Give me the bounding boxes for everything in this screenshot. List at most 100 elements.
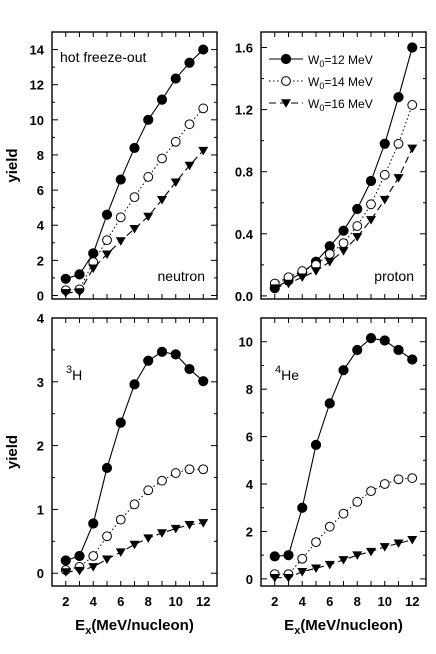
filled-circle-marker	[269, 551, 280, 562]
open-circle-marker	[198, 464, 209, 475]
panel-annotation: proton	[374, 268, 414, 284]
filled-triangle-marker	[393, 174, 404, 183]
filled-triangle-marker	[184, 520, 195, 530]
open-circle-marker	[324, 249, 335, 259]
y-tick-label: 2	[246, 524, 253, 539]
filled-circle-marker	[129, 379, 140, 390]
open-circle-marker	[143, 172, 154, 182]
filled-circle-marker	[407, 354, 418, 365]
filled-triangle-marker	[157, 196, 167, 205]
filled-circle-marker	[60, 555, 71, 566]
filled-circle-marker	[143, 355, 154, 366]
y-tick-label: 0.8	[235, 165, 253, 180]
filled-triangle-marker	[379, 195, 390, 205]
y-tick-label: 1.6	[235, 41, 253, 56]
filled-circle-marker	[379, 138, 390, 149]
filled-circle-marker	[393, 92, 404, 103]
open-circle-marker	[324, 521, 335, 532]
filled-circle-marker	[101, 462, 113, 474]
open-circle-marker	[366, 486, 376, 497]
x-tick-label: 2	[271, 594, 278, 609]
filled-triangle-marker	[393, 539, 404, 549]
filled-triangle-marker	[198, 146, 209, 156]
filled-triangle-marker	[352, 233, 363, 242]
y-tick-label: 1	[37, 502, 44, 517]
filled-circle-marker	[88, 518, 99, 529]
open-circle-marker	[157, 153, 167, 164]
open-circle-marker	[198, 103, 209, 114]
open-circle-marker	[379, 169, 390, 180]
x-tick-label: 4	[90, 594, 98, 609]
open-circle-marker	[352, 221, 363, 231]
series-2	[269, 473, 418, 580]
filled-circle-marker	[297, 502, 308, 513]
y-tick-label: 10	[30, 113, 44, 128]
filled-circle-marker	[198, 376, 209, 387]
series-3	[60, 519, 209, 577]
filled-circle-marker	[156, 94, 168, 105]
legend: W0=12 MeV W0=14 MeV W0=16 MeV	[269, 53, 373, 113]
filled-circle-marker	[324, 398, 335, 409]
open-circle-marker	[143, 485, 154, 496]
open-circle-marker	[129, 192, 140, 203]
panel-annotation: neutron	[158, 268, 205, 284]
filled-triangle-marker	[297, 273, 308, 283]
filled-circle-marker	[365, 333, 377, 344]
series-3	[60, 146, 209, 298]
y-tick-label: 2	[37, 439, 44, 454]
y-tick-label: 0.4	[235, 227, 254, 242]
filled-circle-marker	[379, 335, 390, 346]
filled-circle-marker	[170, 73, 181, 84]
filled-triangle-marker	[269, 284, 280, 293]
series-2	[60, 103, 209, 296]
open-circle-marker	[407, 473, 418, 483]
y-tick-label: 8	[246, 382, 253, 397]
filled-triangle-marker	[324, 257, 335, 267]
filled-triangle-marker	[170, 524, 181, 534]
open-circle-marker	[184, 119, 195, 130]
plot-frame	[260, 317, 427, 587]
filled-triangle-marker	[324, 560, 335, 570]
y-tick-label: 14	[30, 43, 45, 58]
filled-triangle-marker	[74, 288, 85, 297]
filled-circle-marker	[170, 349, 181, 360]
open-circle-marker	[352, 496, 363, 507]
y-tick-label: 1.2	[235, 103, 253, 118]
series-1	[60, 44, 209, 284]
y-axis-label: yield	[4, 435, 21, 469]
panel-annotation: hot freeze-out	[60, 49, 146, 65]
filled-triangle-marker	[88, 563, 99, 572]
y-tick-label: 4	[37, 311, 45, 326]
series-1	[60, 346, 209, 566]
x-tick-label: 12	[196, 594, 210, 609]
x-tick-label: 6	[117, 594, 124, 609]
open-circle-marker	[379, 479, 390, 489]
open-circle-marker	[88, 551, 99, 561]
open-circle-marker	[338, 238, 349, 249]
filled-circle-marker	[143, 114, 154, 125]
panel-1: 0 2 4 6 8 10 12 14 yield hot freeze-out neutron	[4, 31, 218, 303]
filled-triangle-marker	[60, 289, 71, 298]
open-circle-marker	[338, 508, 349, 519]
filled-circle-marker	[115, 174, 126, 185]
open-circle-marker	[170, 468, 181, 478]
y-tick-label: 4	[246, 477, 254, 492]
series-line	[274, 104, 413, 284]
panel-annotation: 3H	[66, 364, 82, 383]
filled-triangle-marker	[311, 564, 321, 573]
series-line	[65, 522, 204, 573]
filled-triangle-marker	[115, 237, 126, 246]
filled-triangle-marker	[297, 568, 308, 577]
filled-circle-marker	[184, 363, 195, 375]
x-tick-label: 2	[62, 594, 69, 609]
open-circle-marker	[407, 100, 418, 110]
open-circle-marker	[102, 531, 112, 542]
plot-frame	[260, 31, 427, 300]
open-circle-marker	[366, 199, 376, 210]
series-2	[269, 100, 418, 289]
filled-triangle-marker	[198, 519, 209, 528]
legend-label: W0=12 MeV	[308, 53, 373, 69]
open-circle-marker	[393, 474, 404, 485]
filled-triangle-marker	[129, 224, 140, 234]
